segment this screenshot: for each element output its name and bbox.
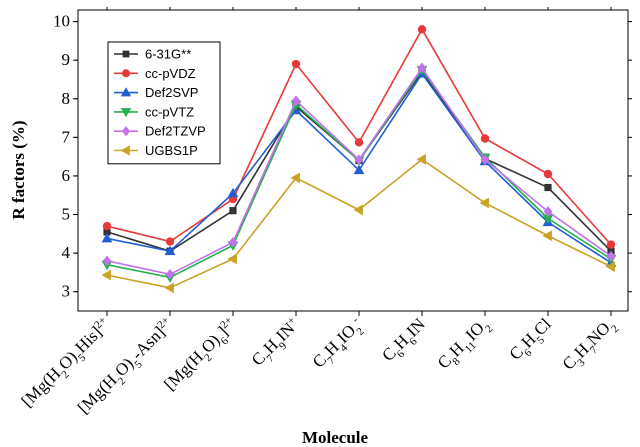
legend-item: Def2TZVP [114,124,206,139]
y-tick-label: 5 [62,205,71,224]
legend-label: cc-pVDZ [145,66,196,81]
data-point [606,240,616,249]
legend-marker [120,108,132,118]
legend-item: Def2SVP [114,85,198,100]
data-point [102,255,112,267]
data-point [101,232,113,243]
data-point [291,95,301,107]
legend-marker [120,87,132,97]
data-point [353,204,363,216]
legend-marker [122,50,130,58]
data-point [417,25,427,34]
data-point [416,153,426,165]
legend-label: cc-pVTZ [145,104,194,119]
x-tick-label: C3H7NO2 [559,314,622,377]
data-point [290,172,300,184]
data-point [543,206,553,217]
y-tick-label: 4 [62,243,71,262]
data-point [101,269,111,281]
data-point [480,154,490,166]
data-point [480,134,490,143]
series-4 [102,62,616,280]
data-point [229,207,237,215]
plot-frame [77,9,629,312]
legend-label: UGBS1P [145,143,198,158]
data-point [354,138,364,147]
data-point [479,197,489,209]
data-point [227,253,237,265]
data-point [354,154,364,166]
data-point [543,169,553,179]
legend-marker [121,126,131,137]
data-point [544,183,552,192]
legend-item: cc-pVTZ [114,104,194,119]
y-tick-label: 9 [62,50,71,69]
series-5 [101,153,615,294]
y-tick-label: 6 [62,166,71,185]
data-point [417,62,427,74]
data-point [605,261,615,273]
legend-label: Def2TZVP [145,124,206,139]
data-point [165,268,175,280]
data-point [165,237,175,246]
y-axis-title: R factors (%) [9,120,28,219]
data-point [228,236,238,248]
data-point [164,245,176,256]
data-point [606,250,616,262]
data-point [227,187,239,198]
data-point [164,282,174,294]
x-tick-label: C6H5Cl [506,314,559,367]
legend-item: 6-31G** [114,47,191,62]
x-tick-label: C7H9IN+ [248,314,307,373]
x-axis-title: Molecule [302,428,369,447]
y-tick-label: 10 [53,12,70,31]
legend-item: cc-pVDZ [114,66,196,81]
y-tick-label: 7 [62,127,71,146]
legend-box [107,41,221,165]
x-tick-label: C6H6IN [378,314,432,368]
data-point [542,230,552,242]
legend-marker [120,145,130,156]
data-point [353,164,365,175]
legend-label: 6-31G** [145,47,191,62]
x-tick-label: [Mg(H2O)6]2+ [160,314,243,397]
legend-label: Def2SVP [145,85,198,100]
legend-item: UGBS1P [114,143,198,158]
data-point [102,221,112,231]
legend-marker [122,69,131,78]
y-tick-label: 3 [62,282,71,301]
y-tick-label: 8 [62,89,71,108]
x-tick-label: C7H4IO2- [309,314,370,375]
x-tick-label: C8H11IO2 [434,314,496,376]
data-point [291,59,301,69]
